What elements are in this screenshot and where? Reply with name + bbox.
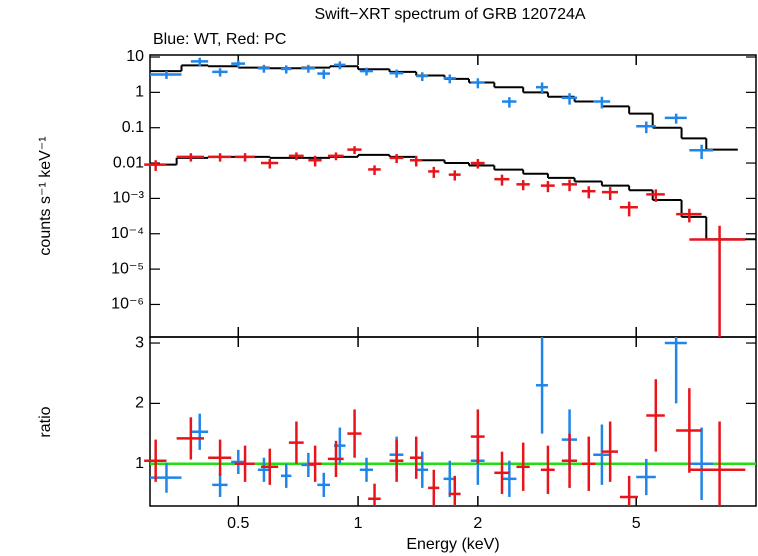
y-tick-label: 1 <box>135 84 144 101</box>
x-tick-label: 2 <box>473 515 482 532</box>
y-axis-label: ratio <box>37 406 54 437</box>
y-tick-label: 10⁻⁴ <box>111 225 144 242</box>
y-tick-label: 0.1 <box>122 119 144 136</box>
chart-title: Swift−XRT spectrum of GRB 120724A <box>314 6 585 23</box>
y-tick-label: 2 <box>135 395 144 412</box>
x-axis-label: Energy (keV) <box>406 536 499 553</box>
x-tick-label: 0.5 <box>227 515 249 532</box>
y-tick-label: 0.01 <box>113 154 144 171</box>
y-tick-label: 10⁻⁵ <box>111 260 144 277</box>
plot-frame <box>149 54 757 338</box>
plot-frame <box>149 336 757 507</box>
y-tick-label: 10⁻⁶ <box>111 296 144 313</box>
y-tick-label: 1 <box>135 455 144 472</box>
y-tick-label: 10 <box>126 48 144 65</box>
x-tick-label: 1 <box>354 515 363 532</box>
chart-subtitle: Blue: WT, Red: PC <box>153 31 286 48</box>
x-tick-label: 5 <box>632 515 641 532</box>
y-axis-label: counts s⁻¹ keV⁻¹ <box>37 136 54 255</box>
y-tick-label: 3 <box>135 334 144 351</box>
y-tick-label: 10⁻³ <box>112 190 144 207</box>
